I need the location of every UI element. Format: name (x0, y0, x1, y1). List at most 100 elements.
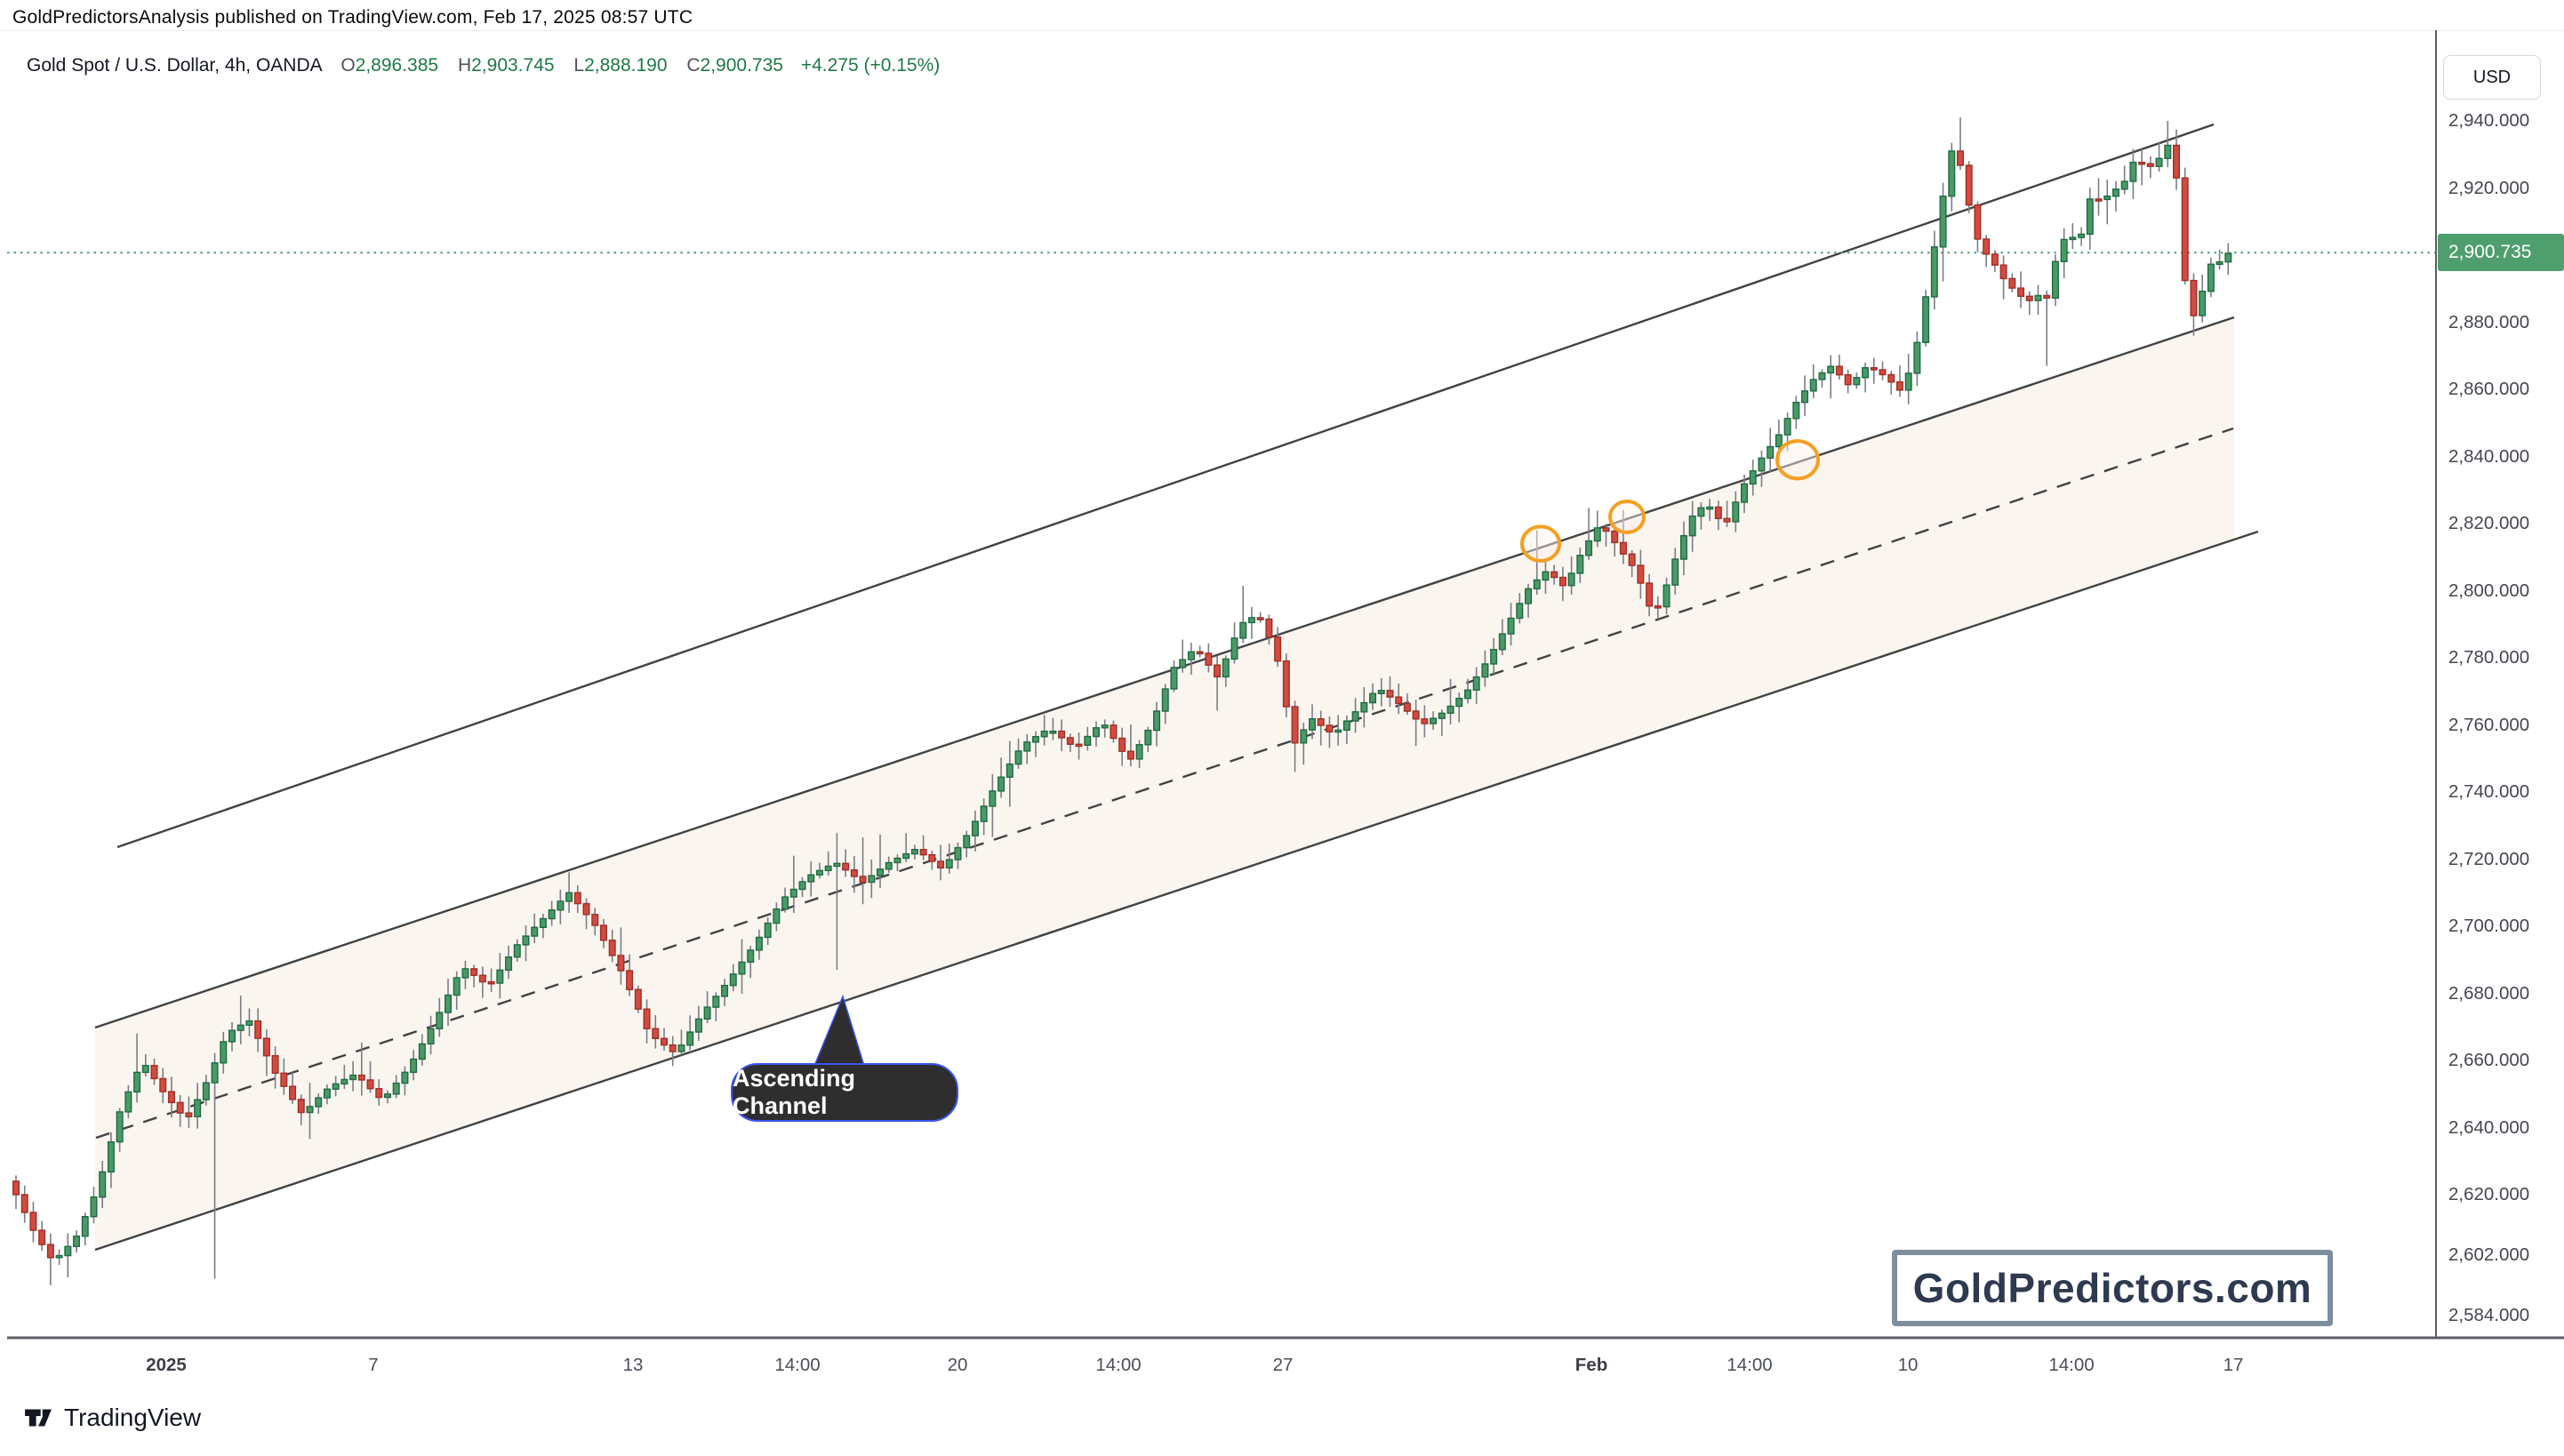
candle-body (1853, 377, 1861, 386)
candle-body (418, 1043, 426, 1060)
candle-body (487, 980, 495, 985)
candle-body (1758, 457, 1766, 472)
candle-body (643, 1008, 651, 1029)
candle-body (211, 1062, 219, 1084)
candle-body (1031, 736, 1039, 743)
candle-body (2008, 277, 2016, 289)
candle-body (1749, 470, 1757, 485)
price-axis-label: 2,780.000 (2448, 647, 2530, 668)
upper-trendline[interactable] (116, 123, 2215, 849)
highlight-circle[interactable] (1520, 524, 1561, 563)
candle-body (1205, 652, 1213, 666)
candle-body (599, 924, 607, 941)
candle-body (445, 994, 453, 1013)
current-price-badge: 2,900.735 (2438, 234, 2564, 272)
candle-body (850, 868, 858, 877)
candle-body (1084, 735, 1092, 747)
candle-body (963, 835, 971, 849)
tradingview-logo[interactable]: TradingView (21, 1401, 201, 1435)
candle-body (1247, 617, 1255, 624)
candle-body (1170, 667, 1178, 690)
candle-body (1006, 763, 1014, 778)
chart-legend[interactable]: Gold Spot / U.S. Dollar, 4h, OANDA O2,89… (27, 55, 940, 76)
candle-body (1118, 737, 1126, 752)
currency-selector[interactable]: USD (2443, 55, 2541, 100)
candle-body (1214, 664, 1222, 678)
candle-body (29, 1212, 37, 1231)
candle-body (1818, 372, 1826, 380)
candle-body (928, 853, 936, 862)
candles-layer (12, 117, 2232, 1285)
candle-body (2043, 294, 2051, 299)
candle-body (1974, 204, 1982, 240)
candle-body (634, 988, 642, 1010)
candle-body (1135, 744, 1143, 760)
candle-body (46, 1244, 54, 1259)
candle-body (1783, 418, 1791, 436)
candle-body (1956, 150, 1964, 166)
candle-body (557, 900, 565, 911)
candle-body (505, 956, 513, 972)
candle-body (1058, 730, 1066, 739)
candle-body (1274, 636, 1282, 662)
change-value: +4.275 (+0.15%) (800, 55, 941, 76)
close-key: C (686, 55, 701, 76)
candle-body (877, 868, 885, 876)
price-axis-label: 2,940.000 (2448, 110, 2530, 131)
candle-body (1999, 264, 2007, 280)
candle-body (1291, 706, 1299, 744)
candle-body (280, 1072, 288, 1087)
candle-body (1948, 150, 1956, 197)
candle-body (2224, 252, 2232, 263)
time-axis-label: 17 (2223, 1355, 2244, 1375)
candle-body (1533, 579, 1541, 590)
candle-body (755, 936, 763, 951)
candle-body (2207, 263, 2215, 292)
candle-body (1714, 506, 1722, 520)
candle-body (531, 926, 539, 937)
candle-body (185, 1112, 193, 1117)
candle-body (202, 1082, 210, 1100)
candle-body (694, 1018, 702, 1033)
candle-body (1403, 702, 1411, 712)
channel-bottom[interactable] (94, 530, 2259, 1252)
candle-body (2190, 279, 2198, 316)
candle-body (686, 1031, 694, 1046)
ascending-channel-label[interactable]: Ascending Channel (731, 1063, 958, 1122)
candle-body (1222, 658, 1230, 678)
channel-top[interactable] (94, 316, 2235, 1029)
candle-body (1930, 246, 1938, 298)
header-divider (0, 30, 2564, 31)
highlight-circle[interactable] (1608, 499, 1646, 534)
candle-body (1230, 637, 1238, 660)
candle-body (133, 1071, 141, 1093)
time-axis-label: 14:00 (774, 1355, 821, 1375)
open-key: O (341, 55, 356, 76)
symbol-title: Gold Spot / U.S. Dollar, 4h, OANDA (27, 55, 322, 76)
candle-body (116, 1111, 124, 1143)
time-axis-label: 14:00 (2048, 1355, 2095, 1375)
candle-body (20, 1194, 28, 1213)
candle-body (297, 1099, 305, 1114)
candle-body (1939, 196, 1947, 248)
candle-body (55, 1254, 63, 1259)
price-axis-label: 2,620.000 (2448, 1184, 2530, 1204)
candle-body (798, 881, 806, 891)
candle-body (833, 862, 841, 868)
candle-body (236, 1024, 244, 1031)
candle-body (392, 1082, 400, 1095)
candle-body (306, 1106, 314, 1114)
candle-body (1827, 365, 1835, 374)
candle-body (262, 1037, 270, 1057)
candle-body (410, 1058, 418, 1074)
candle-body (582, 902, 590, 916)
high-value: 2,903.745 (471, 55, 555, 76)
candle-body (608, 940, 616, 956)
candle-body (2172, 144, 2180, 179)
candle-body (617, 955, 625, 972)
highlight-circle[interactable] (1775, 439, 1820, 481)
price-axis-label: 2,740.000 (2448, 781, 2530, 802)
candle-body (1256, 617, 1264, 620)
channel-midline[interactable] (95, 427, 2234, 1140)
